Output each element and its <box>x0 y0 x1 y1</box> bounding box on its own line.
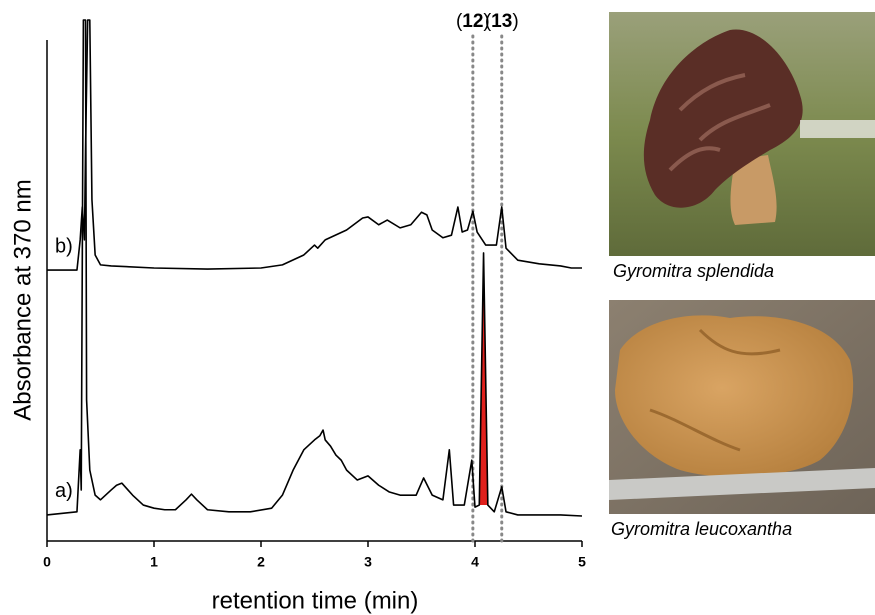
trace-label: b) <box>55 235 73 257</box>
trace-label: a) <box>55 480 73 502</box>
x-tick-label: 0 <box>43 554 51 570</box>
x-tick-label: 5 <box>578 554 586 570</box>
photo-caption: Gyromitra splendida <box>613 261 774 281</box>
x-tick-label: 1 <box>150 554 158 570</box>
photo-splendida <box>609 12 875 256</box>
x-axis-label: retention time (min) <box>212 587 419 614</box>
photo-leucoxantha <box>609 300 875 514</box>
x-tick-label: 3 <box>364 554 372 570</box>
annotation-label: (13) <box>485 11 519 32</box>
photo-caption: Gyromitra leucoxantha <box>611 519 792 539</box>
figure: Gyromitra splendida Gyromitra leucoxanth… <box>0 0 875 615</box>
x-tick-label: 2 <box>257 554 265 570</box>
x-tick-label: 4 <box>471 554 479 570</box>
trace <box>47 20 582 516</box>
y-axis-label: Absorbance at 370 nm <box>9 179 36 421</box>
